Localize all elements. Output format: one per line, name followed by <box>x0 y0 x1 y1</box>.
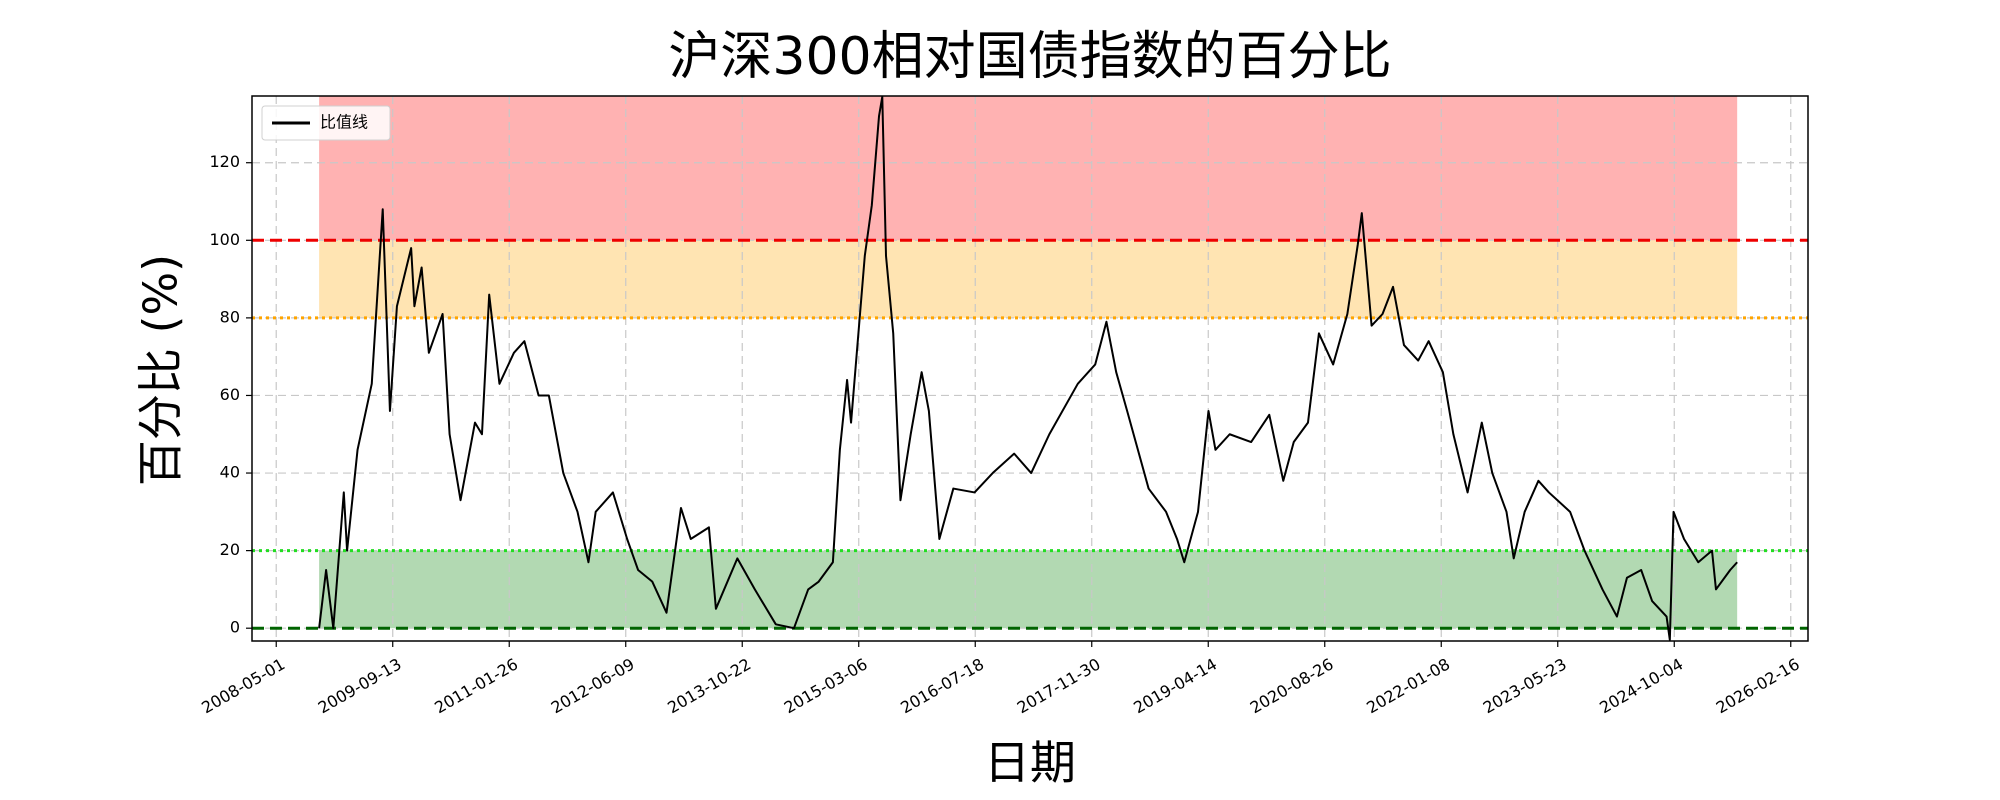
x-tick-label: 2013-10-22 <box>664 654 754 717</box>
band <box>319 240 1738 318</box>
y-tick-label: 0 <box>230 618 240 637</box>
x-tick-label: 2008-05-01 <box>198 654 288 717</box>
x-tick-label: 2012-06-09 <box>548 654 638 717</box>
band <box>319 550 1738 629</box>
y-tick-label: 20 <box>220 540 240 559</box>
x-tick-label: 2023-05-23 <box>1480 654 1570 717</box>
x-tick-label: 2024-10-04 <box>1596 654 1686 717</box>
x-tick-label: 2022-01-08 <box>1363 654 1453 717</box>
legend-box <box>261 105 391 141</box>
y-tick-label: 100 <box>209 230 240 249</box>
x-tick-label: 2016-07-18 <box>897 654 987 717</box>
y-tick-label: 60 <box>220 385 240 404</box>
plot-frame <box>251 95 1809 642</box>
data-line <box>318 95 1738 641</box>
x-tick-label: 2020-08-26 <box>1247 654 1337 717</box>
y-tick-label: 120 <box>209 152 240 171</box>
x-tick-label: 2019-04-14 <box>1130 654 1220 717</box>
legend-label: 比值线 <box>320 113 368 132</box>
x-tick-label: 2026-02-16 <box>1713 654 1803 717</box>
y-tick-label: 40 <box>220 463 240 482</box>
y-axis-label: 百分比 (%) <box>134 254 188 486</box>
legend: 比值线 <box>261 105 391 141</box>
y-tick-label: 80 <box>220 307 240 326</box>
x-tick-label: 2009-09-13 <box>315 654 405 717</box>
x-tick-label: 2015-03-06 <box>781 654 871 717</box>
x-axis-label: 日期 <box>984 736 1076 790</box>
band <box>319 96 1738 241</box>
x-tick-label: 2011-01-26 <box>431 654 521 717</box>
x-tick-label: 2017-11-30 <box>1014 654 1104 717</box>
chart-title: 沪深300相对国债指数的百分比 <box>668 27 1391 87</box>
